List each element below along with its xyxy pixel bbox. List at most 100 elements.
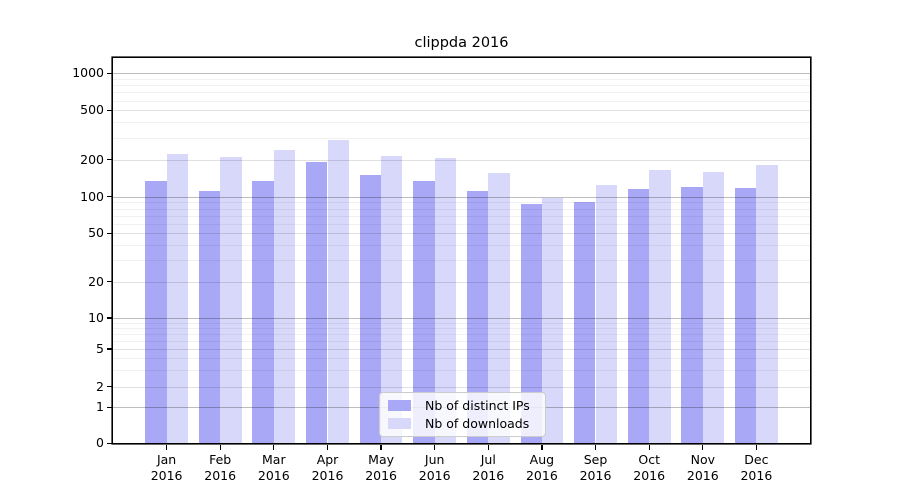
bar-downloads-may bbox=[381, 156, 403, 444]
x-tick-mark-jun bbox=[434, 445, 436, 450]
bar-distinct-ips-aug bbox=[520, 204, 542, 444]
gridline-3 bbox=[113, 370, 810, 371]
gridline-10 bbox=[113, 318, 810, 319]
x-tick-label-year-jun: 2016 bbox=[418, 468, 451, 484]
x-tick-label-year-jan: 2016 bbox=[150, 468, 183, 484]
x-tick-label-year-oct: 2016 bbox=[633, 468, 666, 484]
y-tick-mark-100 bbox=[107, 196, 112, 198]
y-tick-label-1: 1 bbox=[96, 399, 104, 415]
x-tick-label-month-aug: Aug bbox=[529, 452, 555, 468]
gridline-2 bbox=[113, 386, 810, 388]
gridline-8 bbox=[113, 328, 810, 329]
x-tick-label-year-may: 2016 bbox=[365, 468, 397, 484]
bar-downloads-nov bbox=[702, 171, 725, 444]
bar-downloads-feb bbox=[220, 156, 242, 444]
x-tick-mark-jan bbox=[165, 445, 168, 450]
x-tick-label-dec: Dec 2016 bbox=[724, 452, 788, 484]
x-tick-label-month-jan: Jan bbox=[156, 452, 177, 468]
legend-item-downloads: Nb of downloads bbox=[388, 416, 537, 431]
y-tick-mark-1 bbox=[107, 406, 112, 408]
gridline-100 bbox=[113, 196, 810, 198]
y-tick-label-500: 500 bbox=[80, 102, 104, 118]
y-tick-mark-500 bbox=[107, 109, 112, 112]
y-tick-mark-200 bbox=[107, 158, 112, 161]
gridline-90 bbox=[113, 202, 810, 204]
x-tick-label-month-sep: Sep bbox=[583, 452, 608, 468]
gridline-30 bbox=[113, 260, 810, 262]
bar-downloads-jul bbox=[488, 173, 510, 444]
gridline-800 bbox=[113, 85, 810, 87]
bar-downloads-apr bbox=[327, 140, 349, 444]
legend: Nb of distinct IPs Nb of downloads bbox=[379, 392, 546, 437]
x-tick-label-month-oct: Oct bbox=[638, 452, 660, 468]
y-tick-mark-50 bbox=[107, 232, 112, 234]
bar-distinct-ips-feb bbox=[198, 191, 221, 444]
bar-distinct-ips-jun bbox=[413, 181, 435, 444]
x-tick-label-year-nov: 2016 bbox=[686, 468, 719, 484]
gridline-6 bbox=[113, 340, 810, 342]
gridline-80 bbox=[113, 208, 810, 210]
y-tick-mark-2 bbox=[107, 386, 112, 388]
gridline-50 bbox=[113, 233, 810, 235]
x-tick-label-month-may: May bbox=[368, 452, 395, 468]
legend-swatch-downloads bbox=[388, 418, 411, 429]
gridline-7 bbox=[113, 334, 810, 335]
y-tick-label-100: 100 bbox=[80, 188, 104, 204]
x-tick-label-mar: Mar 2016 bbox=[242, 452, 306, 484]
x-tick-label-month-dec: Dec bbox=[744, 452, 769, 468]
x-tick-label-month-jun: Jun bbox=[424, 452, 445, 468]
gridline-300 bbox=[113, 137, 810, 139]
gridline-500 bbox=[113, 110, 810, 112]
y-tick-label-1000: 1000 bbox=[72, 65, 104, 81]
x-tick-label-year-aug: 2016 bbox=[525, 468, 558, 484]
y-tick-mark-1000 bbox=[107, 72, 112, 74]
bar-downloads-dec bbox=[756, 164, 778, 444]
x-tick-label-month-nov: Nov bbox=[690, 452, 715, 468]
x-tick-label-apr: Apr 2016 bbox=[296, 452, 360, 484]
x-tick-label-year-feb: 2016 bbox=[204, 468, 237, 484]
x-tick-label-may: May 2016 bbox=[349, 452, 413, 484]
gridline-4 bbox=[113, 358, 810, 360]
y-tick-label-200: 200 bbox=[80, 151, 104, 167]
bar-distinct-ips-may bbox=[359, 175, 381, 444]
x-tick-label-year-apr: 2016 bbox=[311, 468, 344, 484]
y-tick-label-10: 10 bbox=[88, 310, 104, 325]
bar-distinct-ips-oct bbox=[627, 189, 650, 444]
legend-label-distinct-ips: Nb of distinct IPs bbox=[425, 398, 530, 413]
x-tick-label-nov: Nov 2016 bbox=[671, 452, 735, 484]
bar-downloads-oct bbox=[649, 170, 671, 444]
legend-item-distinct-ips: Nb of distinct IPs bbox=[388, 398, 537, 413]
y-tick-mark-5 bbox=[107, 348, 112, 350]
x-tick-label-year-dec: 2016 bbox=[740, 468, 773, 484]
x-tick-label-year-mar: 2016 bbox=[257, 468, 290, 484]
bar-downloads-mar bbox=[273, 149, 296, 444]
gridline-70 bbox=[113, 215, 810, 217]
gridline-20 bbox=[113, 281, 810, 283]
x-tick-label-feb: Feb 2016 bbox=[188, 452, 252, 484]
gridline-40 bbox=[113, 245, 810, 246]
bar-distinct-ips-sep bbox=[574, 201, 596, 444]
bar-distinct-ips-jul bbox=[466, 191, 489, 444]
bar-distinct-ips-dec bbox=[734, 187, 757, 444]
bar-downloads-jun bbox=[434, 158, 457, 444]
x-tick-label-year-sep: 2016 bbox=[579, 468, 612, 484]
x-tick-mark-mar bbox=[273, 445, 275, 450]
bar-downloads-aug bbox=[541, 197, 564, 444]
plot-area bbox=[113, 58, 810, 444]
x-tick-mark-dec bbox=[755, 445, 758, 450]
gridline-60 bbox=[113, 223, 810, 225]
x-tick-mark-aug bbox=[541, 445, 543, 450]
x-tick-mark-may bbox=[380, 445, 382, 450]
x-tick-label-month-mar: Mar bbox=[262, 452, 286, 468]
x-tick-label-sep: Sep 2016 bbox=[564, 452, 628, 484]
y-tick-label-2: 2 bbox=[96, 378, 104, 394]
x-tick-mark-apr bbox=[326, 445, 329, 450]
gridline-900 bbox=[113, 78, 810, 80]
bar-distinct-ips-jan bbox=[145, 181, 167, 444]
bar-distinct-ips-apr bbox=[306, 161, 328, 444]
x-tick-mark-sep bbox=[594, 445, 597, 450]
x-tick-label-oct: Oct 2016 bbox=[617, 452, 681, 484]
gridline-1000 bbox=[113, 73, 810, 75]
x-tick-label-jul: Jul 2016 bbox=[456, 452, 520, 484]
bar-downloads-jan bbox=[166, 154, 188, 444]
